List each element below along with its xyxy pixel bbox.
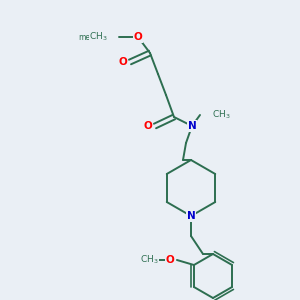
Text: CH$_3$: CH$_3$	[89, 31, 108, 43]
Text: CH$_3$: CH$_3$	[140, 254, 159, 266]
Text: O: O	[166, 255, 174, 265]
Text: methyl: methyl	[78, 32, 105, 41]
Text: O: O	[134, 32, 142, 42]
Text: O: O	[144, 121, 152, 131]
Text: N: N	[187, 211, 195, 221]
Text: N: N	[188, 121, 196, 131]
Text: CH$_3$: CH$_3$	[212, 109, 231, 121]
Text: O: O	[118, 57, 127, 67]
